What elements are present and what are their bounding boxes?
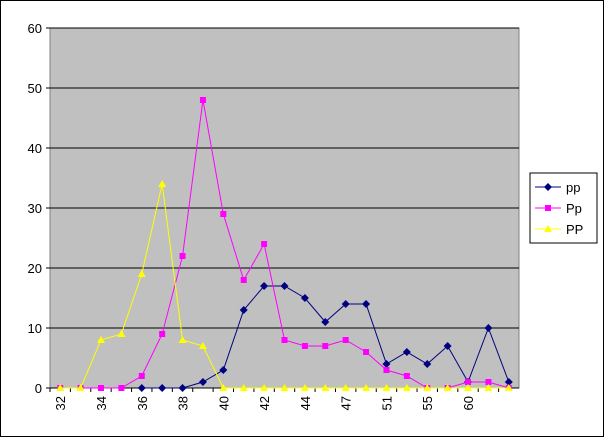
marker bbox=[280, 282, 289, 290]
marker bbox=[321, 384, 330, 391]
y-tick-label: 60 bbox=[28, 21, 42, 36]
x-tick-label: 60 bbox=[461, 396, 476, 410]
marker bbox=[118, 385, 125, 391]
x-tick-label: 40 bbox=[216, 396, 231, 410]
marker bbox=[402, 384, 411, 391]
marker bbox=[219, 366, 228, 374]
x-tick-label: 51 bbox=[379, 396, 394, 410]
marker bbox=[484, 324, 493, 332]
marker bbox=[544, 183, 552, 191]
marker bbox=[96, 336, 105, 343]
series-layer bbox=[56, 97, 513, 392]
marker bbox=[261, 241, 268, 247]
marker bbox=[321, 318, 330, 326]
marker bbox=[137, 270, 146, 277]
legend-label: pp bbox=[566, 180, 580, 195]
marker bbox=[402, 348, 411, 356]
y-tick-label: 10 bbox=[28, 321, 42, 336]
marker bbox=[239, 384, 248, 391]
legend-label: Pp bbox=[566, 201, 582, 216]
marker bbox=[239, 306, 248, 314]
x-tick-label: 44 bbox=[298, 396, 313, 410]
marker bbox=[158, 180, 167, 187]
marker bbox=[423, 360, 432, 368]
marker bbox=[76, 384, 85, 391]
marker bbox=[342, 337, 349, 343]
legend-label: PP bbox=[566, 222, 583, 237]
x-tick-label: 32 bbox=[53, 396, 68, 410]
marker bbox=[281, 337, 288, 343]
legend-items: pp Pp PP bbox=[535, 180, 583, 237]
x-tick-label: 34 bbox=[94, 396, 109, 410]
marker bbox=[179, 253, 186, 259]
marker bbox=[504, 378, 513, 386]
marker bbox=[464, 384, 473, 391]
marker bbox=[137, 384, 146, 392]
marker bbox=[158, 384, 167, 392]
marker bbox=[117, 330, 126, 337]
x-tick-label: 36 bbox=[135, 396, 150, 410]
x-tick-label: 55 bbox=[420, 396, 435, 410]
marker bbox=[260, 384, 269, 391]
marker bbox=[240, 277, 247, 283]
marker bbox=[545, 205, 551, 211]
marker bbox=[403, 373, 410, 379]
y-tick-label: 30 bbox=[28, 201, 42, 216]
y-tick-label: 40 bbox=[28, 141, 42, 156]
marker bbox=[178, 336, 187, 343]
marker bbox=[363, 349, 370, 355]
marker bbox=[362, 300, 371, 308]
marker bbox=[199, 97, 206, 103]
marker bbox=[198, 342, 207, 349]
marker bbox=[341, 300, 350, 308]
marker bbox=[443, 342, 452, 350]
y-tick-label: 50 bbox=[28, 81, 42, 96]
marker bbox=[97, 385, 104, 391]
marker bbox=[300, 294, 309, 302]
marker bbox=[341, 384, 350, 391]
marker bbox=[138, 373, 145, 379]
marker bbox=[382, 384, 391, 391]
grid: 0 10 20 30 40 50 60 32 34 36 38 40 42 44 47 51 55 60 bbox=[28, 21, 519, 410]
marker bbox=[423, 384, 432, 391]
marker bbox=[544, 225, 552, 232]
marker bbox=[465, 379, 472, 385]
marker bbox=[443, 384, 452, 391]
marker bbox=[220, 211, 227, 217]
marker bbox=[322, 343, 329, 349]
marker bbox=[362, 384, 371, 391]
marker bbox=[382, 360, 391, 368]
x-tick-label: 42 bbox=[257, 396, 272, 410]
marker bbox=[56, 384, 65, 391]
y-tick-label: 0 bbox=[35, 381, 42, 396]
marker bbox=[198, 378, 207, 386]
marker bbox=[280, 384, 289, 391]
marker bbox=[301, 343, 308, 349]
marker bbox=[485, 379, 492, 385]
x-tick-label: 38 bbox=[176, 396, 191, 410]
marker bbox=[484, 384, 493, 391]
marker bbox=[178, 384, 187, 392]
marker bbox=[383, 367, 390, 373]
x-tick-label: 47 bbox=[339, 396, 354, 410]
y-tick-label: 20 bbox=[28, 261, 42, 276]
marker bbox=[260, 282, 269, 290]
marker bbox=[159, 331, 166, 337]
marker bbox=[300, 384, 309, 391]
marker bbox=[504, 384, 513, 391]
marker bbox=[219, 384, 228, 391]
